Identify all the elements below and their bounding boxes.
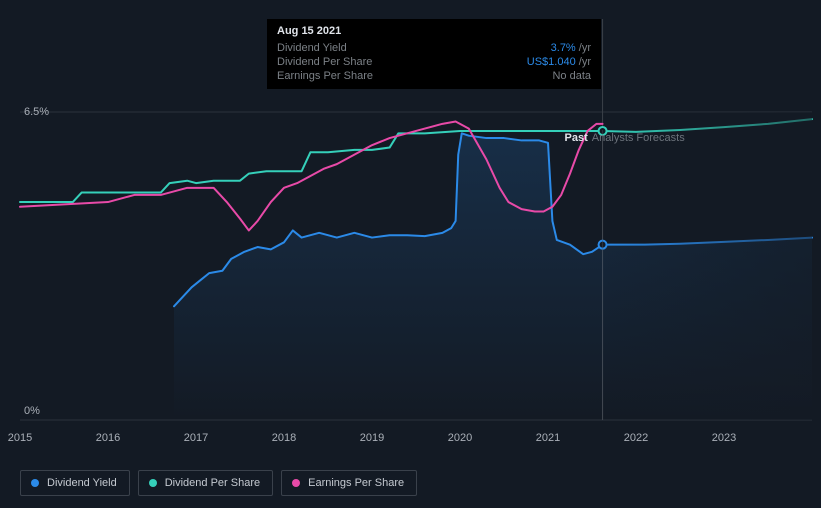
legend-label: Dividend Per Share xyxy=(165,477,260,489)
svg-text:2017: 2017 xyxy=(184,432,208,444)
tooltip-row-value: US$1.040 /yr xyxy=(527,56,591,68)
legend-item-dividend_per_share[interactable]: Dividend Per Share xyxy=(138,470,273,496)
svg-text:6.5%: 6.5% xyxy=(24,106,49,118)
tooltip-row: Earnings Per Share No data xyxy=(277,69,591,83)
svg-text:2021: 2021 xyxy=(536,432,560,444)
legend-dot-icon xyxy=(292,479,300,487)
svg-text:0%: 0% xyxy=(24,405,40,417)
tooltip-date: Aug 15 2021 xyxy=(277,25,591,37)
legend-item-dividend_yield[interactable]: Dividend Yield xyxy=(20,470,130,496)
svg-text:2022: 2022 xyxy=(624,432,648,444)
svg-text:2018: 2018 xyxy=(272,432,296,444)
legend-label: Dividend Yield xyxy=(47,477,117,489)
tooltip-row: Dividend Yield 3.7% /yr xyxy=(277,41,591,55)
chart-tooltip: Aug 15 2021 Dividend Yield3.7% /yrDivide… xyxy=(267,19,601,89)
tooltip-row: Dividend Per Share US$1.040 /yr xyxy=(277,55,591,69)
tooltip-row-label: Dividend Yield xyxy=(277,42,347,54)
tooltip-row-value: No data xyxy=(552,70,591,82)
chart-legend: Dividend Yield Dividend Per Share Earnings… xyxy=(20,470,417,496)
legend-item-earnings_per_share[interactable]: Earnings Per Share xyxy=(281,470,417,496)
tooltip-row-label: Dividend Per Share xyxy=(277,56,372,68)
forecast-label: Analysts Forecasts xyxy=(592,132,685,144)
svg-text:2019: 2019 xyxy=(360,432,384,444)
legend-label: Earnings Per Share xyxy=(308,477,404,489)
svg-text:2016: 2016 xyxy=(96,432,120,444)
past-label: Past xyxy=(565,132,588,144)
legend-dot-icon xyxy=(149,479,157,487)
legend-dot-icon xyxy=(31,479,39,487)
tooltip-row-value: 3.7% /yr xyxy=(551,42,591,54)
svg-text:2020: 2020 xyxy=(448,432,472,444)
svg-text:2015: 2015 xyxy=(8,432,32,444)
tooltip-row-label: Earnings Per Share xyxy=(277,70,373,82)
svg-text:2023: 2023 xyxy=(712,432,736,444)
past-forecast-divider-label: Past Analysts Forecasts xyxy=(565,132,685,144)
